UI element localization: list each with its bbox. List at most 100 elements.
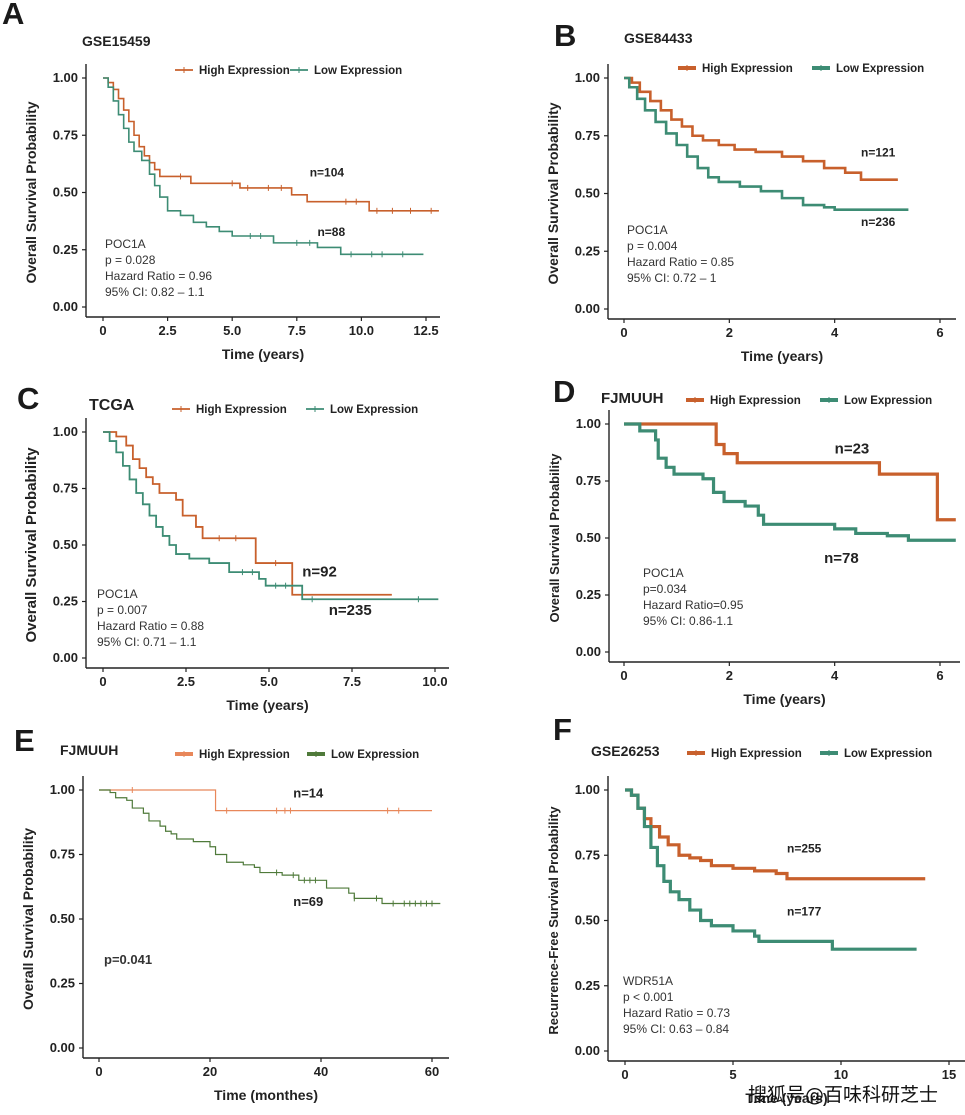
y-tick-label: 0.50 (576, 530, 601, 545)
y-axis-label: Recurrence-Free Survival Probability (546, 806, 561, 1035)
km-curve-low (103, 431, 439, 601)
stats-line: p = 0.007 (97, 603, 148, 617)
x-tick-label: 6 (936, 668, 943, 683)
x-tick-label: 2.5 (177, 674, 195, 689)
km-plot-f: 0.00 0.25 0.50 0.75 1.00 0 5 10 15 Time (years) Re… (546, 748, 965, 1106)
y-tick-label: 0.50 (575, 186, 600, 201)
km-plot-e: 0.00 0.25 0.50 0.75 1.00 0 20 40 60 Time (monthes… (20, 749, 449, 1103)
km-curve-low (625, 788, 917, 951)
n-label-high: n=255 (787, 842, 822, 856)
dataset-title-b: GSE84433 (624, 30, 693, 46)
y-axis-label: Overall Survival Probability (23, 101, 39, 283)
y-tick-label: 1.00 (53, 70, 78, 85)
legend-label-high: High Expression (710, 395, 801, 407)
km-curve-high (624, 76, 898, 181)
x-tick-label: 2.5 (159, 323, 177, 338)
x-axis-label: Time (years) (222, 346, 304, 362)
stats-line: 95% CI: 0.82 – 1.1 (105, 285, 205, 299)
x-tick-label: 0 (99, 323, 106, 338)
x-tick-label: 10.0 (349, 323, 374, 338)
x-tick-label: 4 (831, 325, 839, 340)
panel-letter-b: B (554, 18, 577, 53)
km-curve-low (624, 422, 956, 542)
panel-letter-e: E (14, 723, 35, 758)
n-label-high: n=14 (293, 786, 324, 801)
y-tick-label: 0.00 (53, 650, 78, 665)
y-axis-label: Overall Survival Probability (20, 828, 36, 1010)
y-tick-label: 1.00 (576, 416, 601, 431)
n-label-high: n=104 (310, 165, 345, 179)
watermark: 搜狐号@百味科研芝士 (748, 1084, 939, 1106)
x-tick-label: 0 (99, 674, 106, 689)
x-tick-label: 5 (729, 1067, 736, 1082)
y-tick-label: 1.00 (50, 782, 75, 797)
y-tick-label: 0.25 (575, 243, 600, 258)
y-tick-label: 0.00 (575, 301, 600, 316)
stats-line: WDR51A (623, 974, 673, 988)
x-axis-label: Time (years) (226, 697, 308, 713)
y-tick-label: 0.25 (576, 587, 601, 602)
stats-line: Hazard Ratio = 0.85 (627, 255, 734, 269)
y-tick-label: 0.25 (575, 978, 600, 993)
x-tick-label: 60 (425, 1064, 439, 1079)
y-tick-label: 0.00 (575, 1043, 600, 1058)
legend-label-low: Low Expression (844, 395, 932, 407)
y-tick-label: 0.75 (575, 128, 600, 143)
km-curve-low (99, 789, 441, 905)
y-tick-label: 0.00 (53, 299, 78, 314)
x-tick-label: 10.0 (422, 674, 447, 689)
km-curve-low (624, 76, 909, 211)
x-tick-label: 6 (936, 325, 943, 340)
y-tick-label: 0.25 (53, 594, 78, 609)
dataset-title-a: GSE15459 (82, 33, 151, 49)
stats-line: 95% CI: 0.72 – 1 (627, 271, 717, 285)
legend-label-low: Low Expression (836, 63, 924, 75)
panel-b: 0.00 0.25 0.50 0.75 1.00 0 2 4 6 Time (years) Over… (500, 0, 965, 370)
stats-line: 95% CI: 0.71 – 1.1 (97, 635, 197, 649)
legend-label-high: High Expression (196, 404, 287, 416)
legend-label-high: High Expression (199, 749, 290, 761)
panel-d: 0.00 0.25 0.50 0.75 1.00 0 2 4 6 Time (years) Over… (500, 370, 965, 720)
stats-line: POC1A (105, 237, 146, 251)
y-tick-label: 0.75 (53, 127, 78, 142)
panel-letter-d: D (553, 374, 576, 409)
y-tick-label: 0.50 (53, 185, 78, 200)
y-tick-label: 0.00 (576, 644, 601, 659)
y-tick-label: 0.25 (50, 976, 75, 991)
y-axis-label: Overall Survival Probability (547, 453, 562, 623)
n-label-high: n=121 (861, 146, 896, 160)
km-curve-high (625, 788, 926, 881)
stats-line: p=0.041 (104, 952, 152, 967)
n-label-low: n=88 (317, 225, 345, 239)
km-curve-high (103, 77, 439, 212)
y-tick-label: 0.75 (50, 847, 75, 862)
km-plot-a: 0.00 0.25 0.50 0.75 1.00 0 2.5 5.0 7.5 10.0 12.5 Ti… (23, 64, 440, 362)
stats-line: Hazard Ratio = 0.88 (97, 619, 204, 633)
n-label-low: n=236 (861, 215, 896, 229)
y-tick-label: 0.25 (53, 242, 78, 257)
dataset-title-f: GSE26253 (591, 743, 660, 759)
stats-line: Hazard Ratio=0.95 (643, 598, 744, 612)
stats-line: p = 0.028 (105, 253, 156, 267)
y-tick-label: 0.50 (53, 537, 78, 552)
dataset-title-c: TCGA (89, 397, 135, 414)
km-curve-low (103, 77, 424, 256)
y-tick-label: 0.75 (576, 473, 601, 488)
km-plot-c: 0.00 0.25 0.50 0.75 1.00 0 2.5 5.0 7.5 10.0 Time (… (23, 404, 449, 713)
stats-line: p < 0.001 (623, 990, 674, 1004)
panel-letter-c: C (17, 381, 40, 416)
n-label-high: n=92 (302, 564, 337, 581)
legend-label-low: Low Expression (314, 65, 402, 77)
x-tick-label: 5.0 (260, 674, 278, 689)
y-tick-label: 0.50 (575, 913, 600, 928)
stats-line: 95% CI: 0.86-1.1 (643, 614, 733, 628)
x-axis-label: Time (monthes) (214, 1087, 318, 1103)
x-tick-label: 15 (942, 1067, 956, 1082)
x-tick-label: 2 (726, 325, 733, 340)
x-axis-label: Time (years) (743, 691, 825, 707)
legend-label-low: Low Expression (330, 404, 418, 416)
y-axis-label: Overall Survival Probability (23, 447, 40, 643)
y-tick-label: 1.00 (575, 782, 600, 797)
dataset-title-d: FJMUUH (601, 390, 664, 407)
legend-label-high: High Expression (702, 63, 793, 75)
